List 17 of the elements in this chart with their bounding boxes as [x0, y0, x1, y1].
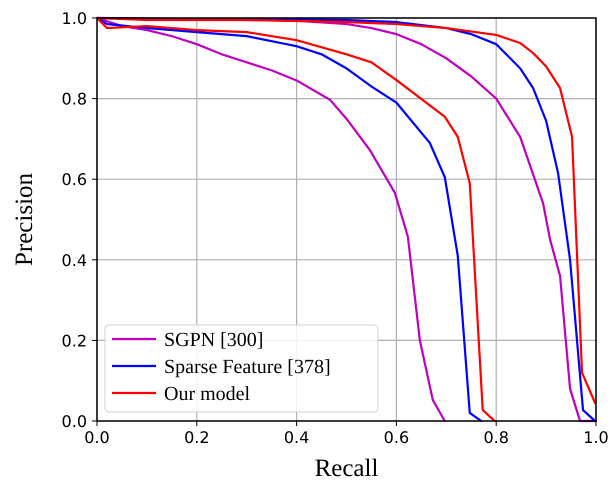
x-tick-label: 0.6	[384, 428, 410, 447]
x-tick-label: 0.0	[84, 428, 110, 447]
y-tick-label: 0.4	[62, 250, 87, 270]
y-tick-label: 0.6	[62, 170, 87, 190]
x-axis-title: Recall	[314, 455, 378, 482]
y-tick-label: 0.8	[62, 90, 87, 109]
x-tick-label: 0.2	[184, 428, 210, 447]
legend-label: Sparse Feature [378]	[164, 356, 331, 378]
x-tick-label: 0.4	[284, 428, 310, 447]
x-tick-label: 1.0	[583, 428, 609, 447]
y-tick-label: 1.0	[62, 9, 87, 28]
legend-label: SGPN [300]	[164, 329, 264, 351]
y-tick-label: 0.2	[62, 331, 87, 350]
y-tick-label: 0.0	[62, 412, 87, 431]
x-tick-label: 0.8	[483, 428, 509, 447]
legend-label: Our model	[164, 383, 251, 405]
y-axis-title: Precision	[11, 172, 38, 266]
